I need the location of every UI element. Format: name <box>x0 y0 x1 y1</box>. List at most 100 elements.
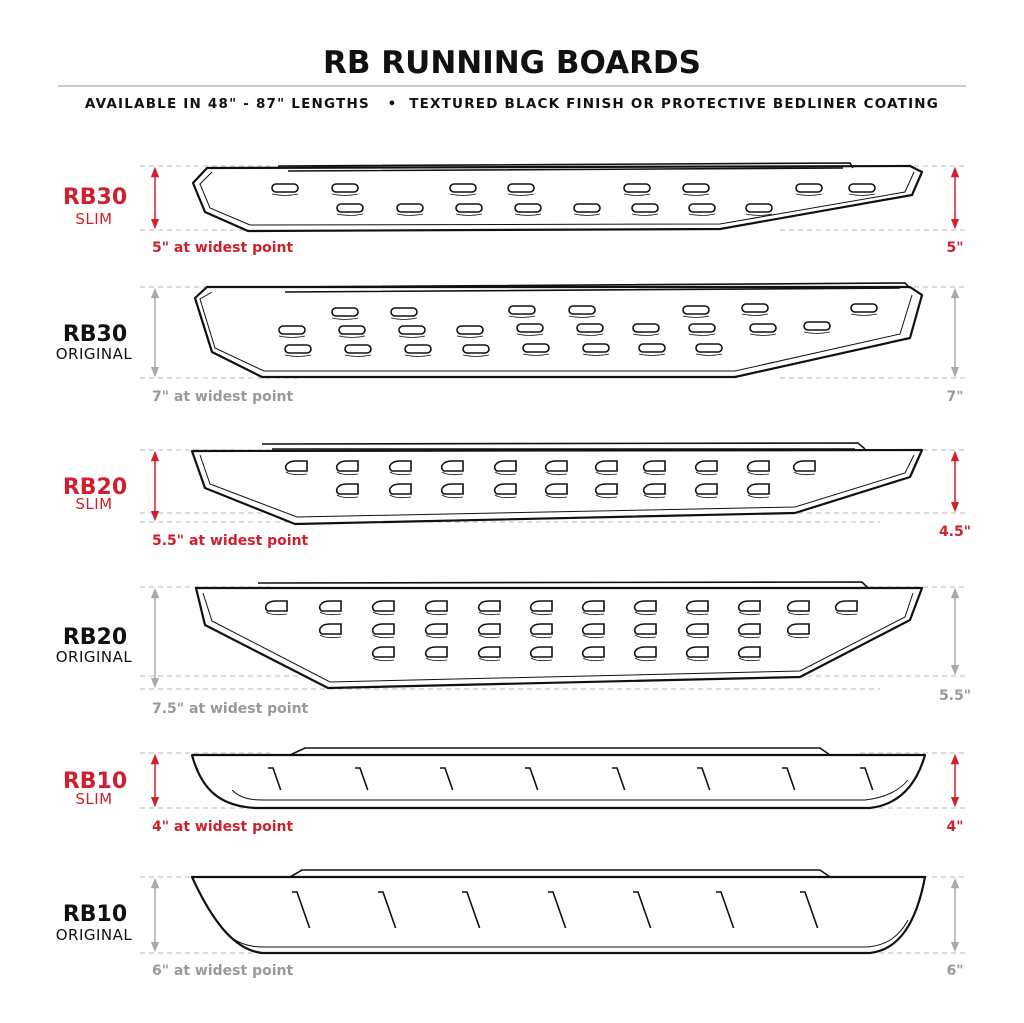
side-height-label: 5.5" <box>939 688 971 704</box>
traction-slot-shadow <box>508 315 536 318</box>
traction-slot <box>850 303 878 313</box>
traction-groove <box>440 767 454 791</box>
traction-slot-shadow <box>623 193 651 196</box>
traction-cleat-shadow <box>545 494 568 499</box>
traction-cleat-shadow <box>738 611 761 616</box>
traction-cleat <box>746 460 770 472</box>
traction-cleat-shadow <box>643 471 666 476</box>
traction-slot <box>455 203 483 213</box>
traction-groove <box>800 891 819 929</box>
traction-cleat-shadow <box>595 494 618 499</box>
widest-point-note: 7.5" at widest point <box>152 701 309 717</box>
traction-cleat <box>371 646 395 658</box>
traction-cleat-shadow <box>372 634 395 639</box>
traction-cleat <box>388 483 412 495</box>
traction-cleat <box>388 460 412 472</box>
board-edge <box>231 779 909 801</box>
traction-cleat-shadow <box>634 657 657 662</box>
traction-groove <box>633 891 652 929</box>
traction-slot <box>271 183 299 193</box>
board-outline <box>190 753 927 810</box>
page-title: RB RUNNING BOARDS <box>323 45 701 81</box>
traction-slot-shadow <box>331 193 359 196</box>
board-outline <box>194 586 924 690</box>
traction-slot-shadow <box>271 193 299 196</box>
traction-slot-shadow <box>568 315 596 318</box>
traction-cleat <box>493 483 517 495</box>
traction-cleat-shadow <box>634 611 657 616</box>
traction-slot <box>516 323 544 333</box>
traction-cleat <box>424 600 448 612</box>
board-illustration <box>190 442 924 526</box>
traction-cleat-shadow <box>695 471 718 476</box>
traction-slot <box>582 343 610 353</box>
traction-cleat <box>581 623 605 635</box>
traction-slot <box>795 183 823 193</box>
traction-slot <box>514 203 542 213</box>
traction-slot-shadow <box>688 333 716 336</box>
traction-slot-shadow <box>631 213 659 216</box>
traction-slot-shadow <box>741 313 769 316</box>
traction-cleat-shadow <box>595 471 618 476</box>
traction-slot <box>682 305 710 315</box>
traction-groove <box>612 767 626 791</box>
traction-slot <box>688 203 716 213</box>
traction-slot <box>284 344 312 354</box>
traction-slot-shadow <box>582 353 610 356</box>
model-variant: SLIM <box>75 210 112 228</box>
traction-cleat-shadow <box>787 634 810 639</box>
traction-slot-shadow <box>462 354 490 357</box>
traction-cleat <box>685 646 709 658</box>
traction-slot <box>632 323 660 333</box>
traction-cleat <box>581 600 605 612</box>
model-name: RB30 <box>63 322 127 347</box>
traction-slot-shadow <box>688 213 716 216</box>
board-outline <box>190 875 927 955</box>
widest-point-note: 6" at widest point <box>152 963 293 979</box>
traction-slot-shadow <box>682 193 710 196</box>
traction-slot <box>462 344 490 354</box>
traction-cleat <box>318 600 342 612</box>
traction-cleat <box>529 646 553 658</box>
traction-cleat <box>633 623 657 635</box>
traction-cleat-shadow <box>695 494 718 499</box>
traction-slot-shadow <box>749 333 777 336</box>
traction-cleat-shadow <box>319 634 342 639</box>
traction-slot-shadow <box>573 213 601 216</box>
traction-cleat <box>633 600 657 612</box>
traction-groove <box>525 767 539 791</box>
traction-groove <box>860 767 874 791</box>
traction-slot-shadow <box>848 193 876 196</box>
traction-slot-shadow <box>396 213 424 216</box>
traction-cleat-shadow <box>686 611 709 616</box>
traction-cleat <box>335 483 359 495</box>
traction-slot-shadow <box>795 193 823 196</box>
traction-cleat-shadow <box>319 611 342 616</box>
traction-slot-shadow <box>695 353 723 356</box>
traction-slot <box>507 183 535 193</box>
traction-cleat <box>746 483 770 495</box>
traction-cleat-shadow <box>835 611 858 616</box>
traction-cleat <box>633 646 657 658</box>
traction-cleat <box>440 460 464 472</box>
traction-cleat <box>685 600 709 612</box>
traction-slot <box>331 183 359 193</box>
board-outline <box>193 285 924 379</box>
traction-slot-shadow <box>456 335 484 338</box>
widest-point-note: 5" at widest point <box>152 240 293 256</box>
page-subtitle: AVAILABLE IN 48" - 87" LENGTHS • TEXTURE… <box>85 96 939 112</box>
traction-cleat-shadow <box>582 634 605 639</box>
traction-cleat-shadow <box>747 494 770 499</box>
traction-cleat-shadow <box>441 471 464 476</box>
board-illustration <box>191 162 924 233</box>
traction-cleat <box>737 600 761 612</box>
traction-slot <box>331 307 359 317</box>
widest-point-note: 4" at widest point <box>152 819 293 835</box>
traction-groove <box>292 891 311 929</box>
board-edge <box>199 454 915 518</box>
traction-slot <box>745 203 773 213</box>
traction-cleat-shadow <box>372 611 395 616</box>
model-variant: SLIM <box>75 495 112 513</box>
